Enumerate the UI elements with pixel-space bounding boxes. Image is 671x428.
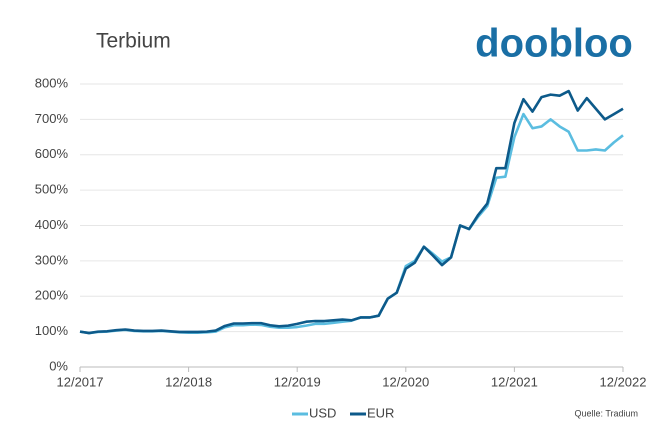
- y-tick-label: 600%: [35, 146, 69, 161]
- x-tick-label: 12/2019: [274, 374, 321, 389]
- line-series: [79, 89, 624, 335]
- y-tick-label: 100%: [35, 323, 69, 338]
- y-tick-label: 800%: [35, 75, 69, 90]
- y-tick-label: 200%: [35, 288, 69, 303]
- y-tick-label: 700%: [35, 111, 69, 126]
- x-tick-label: 12/2017: [57, 374, 104, 389]
- source: Quelle: Tradium: [574, 408, 638, 418]
- legend-label: EUR: [367, 405, 394, 420]
- y-tick-label: 300%: [35, 252, 69, 267]
- chart-title: Terbium: [96, 30, 171, 53]
- brand-logo: doobloo: [475, 22, 633, 66]
- legend-label: USD: [309, 405, 336, 420]
- x-tick-label: 12/2018: [165, 374, 212, 389]
- x-tick-label: 12/2020: [382, 374, 429, 389]
- y-tick-label: 400%: [35, 217, 69, 232]
- y-tick-label: 0%: [49, 358, 68, 373]
- y-tick-label: 500%: [35, 182, 69, 197]
- x-tick-label: 12/2022: [600, 374, 647, 389]
- line-series: [79, 112, 624, 335]
- x-tick-label: 12/2021: [491, 374, 538, 389]
